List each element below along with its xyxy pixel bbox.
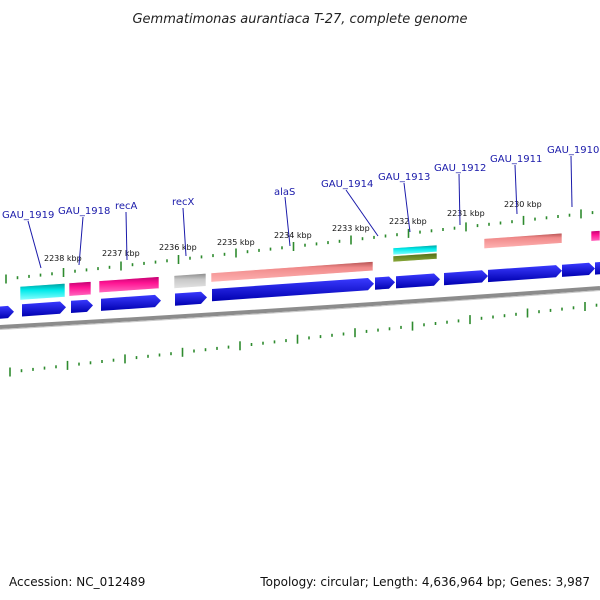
scale-label-2235: 2235 kbp: [217, 238, 255, 247]
map-title: Gemmatimonas aurantiaca T-27, complete g…: [132, 12, 467, 27]
leader-recx: [182, 207, 187, 257]
leader-gau-1910: [570, 155, 573, 208]
cds-arrow-gau-1910[interactable]: [562, 262, 595, 277]
cds-arrow-gau-1914[interactable]: [375, 276, 395, 290]
gene-label-gau-1912[interactable]: GAU_1912: [434, 163, 486, 174]
trna-feature-gau-1919[interactable]: [19, 282, 66, 301]
leader-gau-1918: [78, 216, 84, 266]
cds-arrow-gau-1918[interactable]: [71, 299, 93, 313]
scale-label-2233: 2233 kbp: [332, 224, 370, 233]
genome-backbone: [0, 286, 600, 329]
scale-label-2237: 2237 kbp: [102, 249, 140, 258]
genome-backbone-shadow: [0, 290, 600, 330]
gene-leader-lines: [27, 155, 573, 269]
gene-label-reca[interactable]: recA: [115, 201, 138, 212]
scale-label-2230: 2230 kbp: [504, 200, 542, 209]
gene-label-gau-1911[interactable]: GAU_1911: [490, 154, 542, 165]
misc-feature-gau-1918[interactable]: [68, 281, 92, 297]
scale-label-2236: 2236 kbp: [159, 243, 197, 252]
cds-arrow-recx[interactable]: [175, 291, 207, 306]
scale-label-2238: 2238 kbp: [44, 254, 82, 263]
scale-label-2232: 2232 kbp: [389, 217, 427, 226]
scale-label-2234: 2234 kbp: [274, 231, 312, 240]
topology-text: Topology: circular; Length: 4,636,964 bp…: [259, 575, 590, 589]
cds-arrow-gau-1911[interactable]: [488, 265, 562, 283]
leader-gau-1912: [458, 173, 461, 226]
cds-arrow-gau-1912[interactable]: [444, 270, 488, 286]
scale-labels: 2238 kbp 2237 kbp 2236 kbp 2235 kbp 2234…: [44, 200, 542, 263]
cds-arrow-gau-1919[interactable]: [22, 301, 66, 317]
gene-label-gau-1913[interactable]: GAU_1913: [378, 172, 430, 183]
misc-feature-reca[interactable]: [98, 276, 160, 294]
gene-labels: GAU_1919 GAU_1918 recA recX alaS GAU_191…: [2, 145, 599, 221]
rrna-feature-alas[interactable]: [210, 261, 374, 283]
accession-text: Accession: NC_012489: [9, 575, 145, 589]
gene-label-gau-1918[interactable]: GAU_1918: [58, 206, 110, 217]
gene-label-gau-1914[interactable]: GAU_1914: [321, 179, 373, 190]
cds-arrow-alas[interactable]: [212, 278, 374, 302]
feature-track: [0, 230, 600, 319]
leader-gau-1914: [345, 189, 379, 237]
rrna-feature-gau-1911[interactable]: [483, 232, 563, 250]
leader-gau-1919: [27, 220, 42, 269]
cds-arrow-right-edge[interactable]: [595, 262, 600, 275]
leader-alas: [284, 196, 291, 247]
leader-gau-1913: [403, 182, 411, 233]
gene-label-gau-1919[interactable]: GAU_1919: [2, 210, 54, 221]
trna-feature-gau-1913[interactable]: [392, 244, 438, 256]
pseudo-feature-recx[interactable]: [173, 272, 207, 289]
lower-tick-row: [9, 302, 598, 377]
upper-tick-row: [5, 209, 594, 284]
misc-feature-gau-1910[interactable]: [590, 230, 600, 242]
cds-arrow-gau-1913[interactable]: [396, 273, 440, 289]
leader-gau-1911: [514, 164, 518, 215]
gene-label-alas[interactable]: alaS: [274, 187, 295, 198]
cds-arrow-left-edge[interactable]: [0, 305, 14, 319]
gene-label-recx[interactable]: recX: [172, 197, 195, 208]
other-feature-gau-1913[interactable]: [392, 252, 438, 263]
scale-label-2231: 2231 kbp: [447, 209, 485, 218]
cds-arrow-reca[interactable]: [101, 294, 161, 311]
leader-reca: [125, 211, 128, 261]
gene-label-gau-1910[interactable]: GAU_1910: [547, 145, 599, 156]
